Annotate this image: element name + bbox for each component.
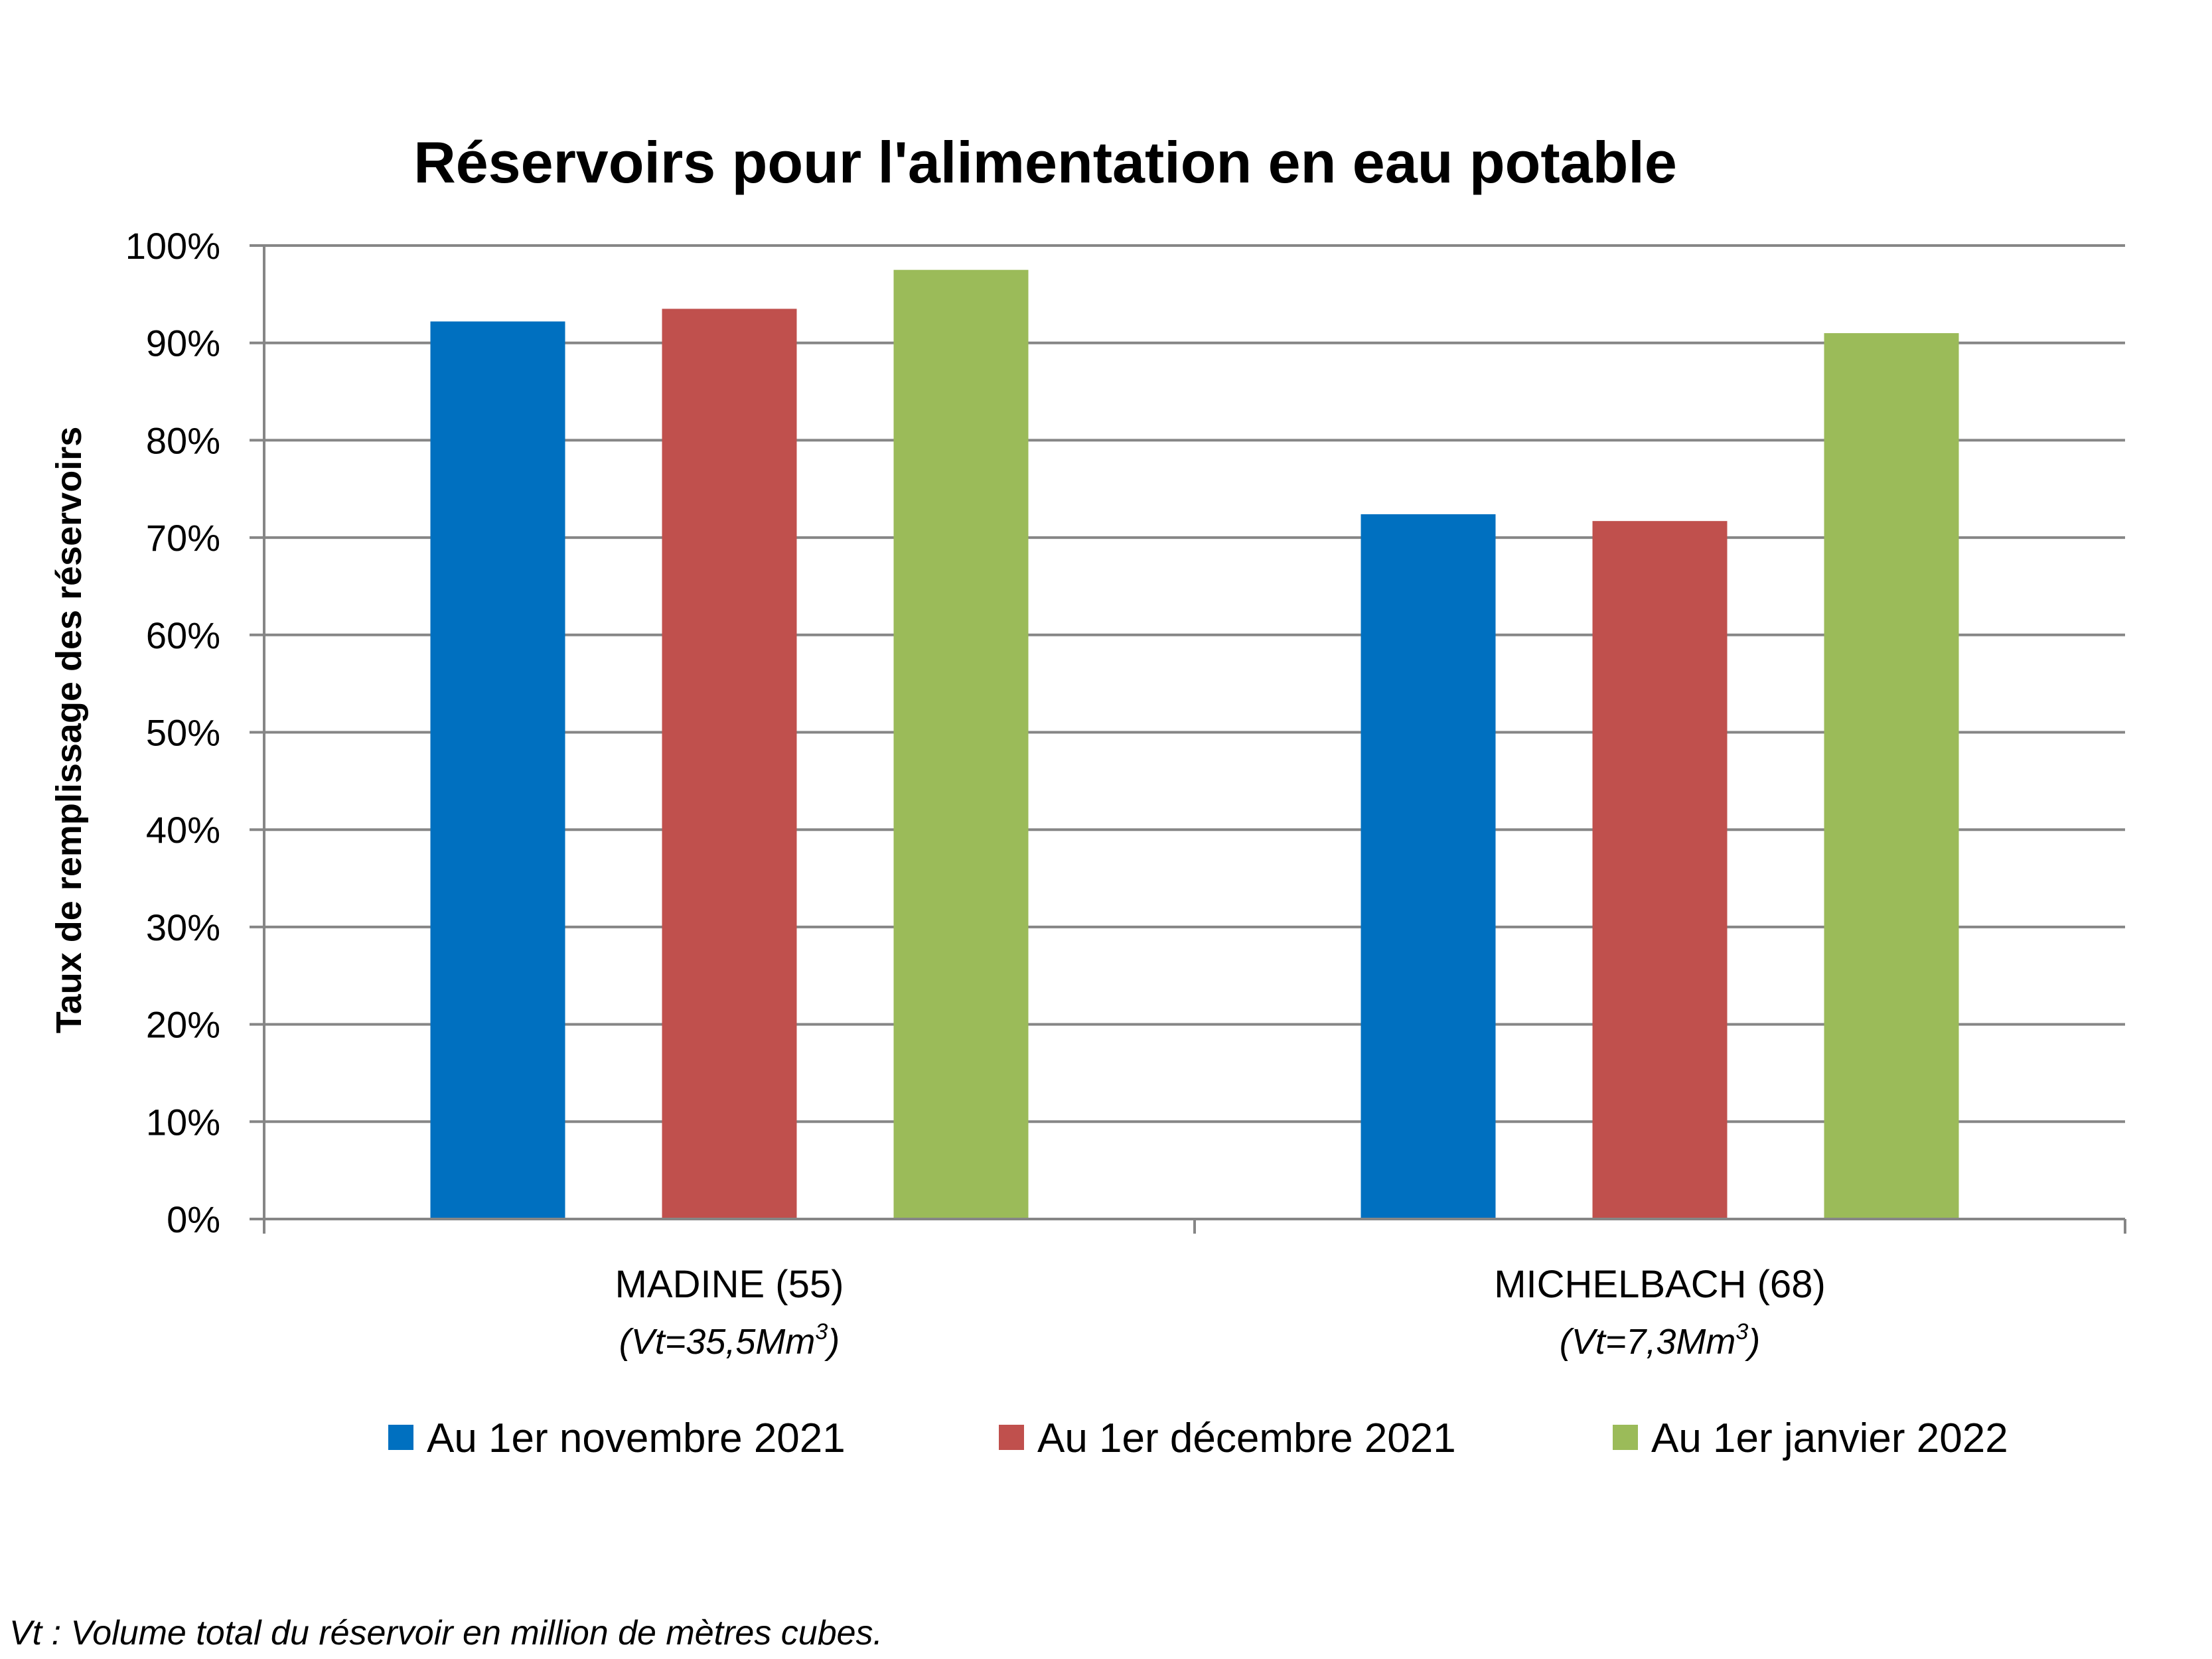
legend-swatch — [388, 1425, 413, 1450]
legend-label: Au 1er novembre 2021 — [427, 1415, 846, 1461]
y-axis-label: Taux de remplissage des réservoirs — [49, 427, 89, 1033]
y-tick-label: 70% — [146, 517, 220, 559]
y-tick-label: 20% — [146, 1004, 220, 1046]
bars — [430, 269, 1959, 1220]
legend-label: Au 1er décembre 2021 — [1037, 1415, 1456, 1461]
legend-swatch — [999, 1425, 1024, 1450]
gridlines — [264, 244, 2125, 1123]
bar — [893, 269, 1029, 1219]
bar — [1592, 521, 1728, 1219]
category-sublabel: (Vt=7,3Mm3) — [1560, 1319, 1760, 1362]
y-tick-label: 40% — [146, 809, 220, 851]
axes — [250, 244, 2126, 1234]
legend-swatch — [1613, 1425, 1638, 1450]
y-tick-label: 60% — [146, 614, 220, 656]
chart-title: Réservoirs pour l'alimentation en eau po… — [413, 129, 1677, 195]
category-sublabel: (Vt=35,5Mm3) — [619, 1319, 840, 1362]
y-tick-label: 0% — [167, 1198, 220, 1240]
bar — [1361, 514, 1496, 1219]
y-tick-label: 90% — [146, 323, 220, 364]
y-tick-labels: 0% 10% 20% 30% 40% 50% 60% 70% 80% 90% 100% — [125, 225, 220, 1240]
legend: Au 1er novembre 2021 Au 1er décembre 2021… — [388, 1415, 2008, 1461]
bar — [1824, 333, 1959, 1219]
category-label: MADINE (55) — [615, 1263, 844, 1306]
y-tick-label: 50% — [146, 712, 220, 754]
legend-label: Au 1er janvier 2022 — [1651, 1415, 2008, 1461]
bar — [430, 321, 565, 1219]
y-tick-label: 30% — [146, 906, 220, 948]
y-tick-label: 10% — [146, 1101, 220, 1143]
category-labels: MADINE (55) (Vt=35,5Mm3) MICHELBACH (68) (V… — [615, 1263, 1826, 1362]
footnote: Vt : Volume total du réservoir en millio… — [9, 1614, 883, 1652]
y-tick-label: 100% — [125, 225, 220, 267]
y-tick-label: 80% — [146, 419, 220, 461]
category-label: MICHELBACH (68) — [1494, 1263, 1826, 1306]
bar — [662, 309, 797, 1220]
